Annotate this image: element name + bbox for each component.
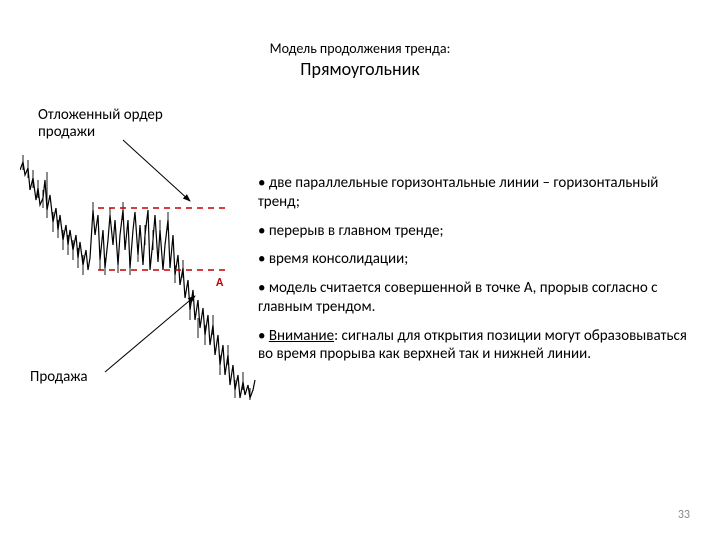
bullet-item-attention: • Внимание: сигналы для открытия позиции… [258,327,698,365]
label-pending-order: Отложенный ордерпродажи [38,107,163,142]
slide-subtitle: Модель продолжения тренда: [0,40,720,57]
slide-title: Прямоугольник [0,58,720,80]
bullet-item: • перерыв в главном тренде; [258,222,698,241]
bullet-item: • модель считается совершенной в точке А… [258,279,698,317]
bullet-item: • время консолидации; [258,250,698,269]
description-bullets: • две параллельные горизонтальные линии … [258,174,698,374]
price-chart [20,150,275,400]
bullet-item: • две параллельные горизонтальные линии … [258,174,698,212]
page-number: 33 [678,508,690,522]
